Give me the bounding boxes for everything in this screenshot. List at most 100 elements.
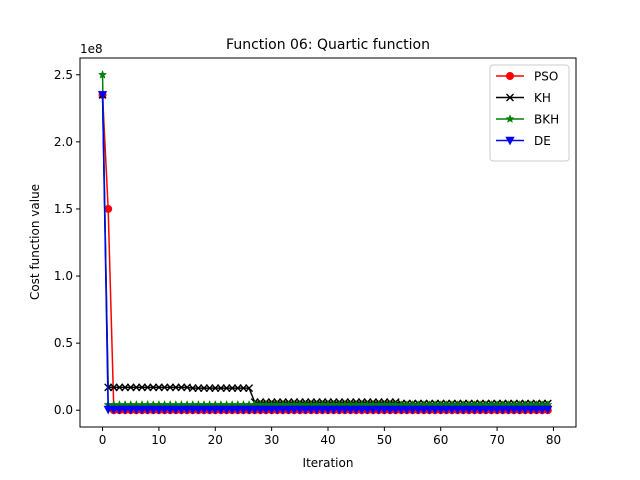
- data-point-de: [492, 405, 502, 415]
- data-point-de: [300, 405, 311, 415]
- data-point-de: [334, 405, 344, 415]
- series-de: [97, 91, 553, 415]
- x-tick-label: 0: [99, 433, 107, 447]
- data-point-de: [306, 405, 316, 415]
- data-point-de: [436, 405, 446, 415]
- data-point-de: [385, 405, 395, 415]
- data-point-de: [323, 405, 333, 415]
- legend-item-pso: PSO: [496, 70, 558, 84]
- y-axis: 0.0 0.5 1.0 1.5 2.0 2.5: [54, 68, 80, 417]
- data-point-de: [317, 405, 327, 415]
- data-point-de: [379, 405, 389, 415]
- x-tick-label: 70: [489, 433, 504, 447]
- data-point-de: [255, 405, 265, 415]
- data-point-de: [475, 405, 485, 415]
- y-axis-label: Cost function value: [28, 184, 42, 300]
- legend-label: BKH: [534, 113, 559, 127]
- x-tick-label: 10: [151, 433, 166, 447]
- data-point-de: [362, 405, 373, 415]
- data-point-de: [109, 405, 119, 415]
- legend-label: DE: [534, 134, 551, 148]
- data-point-de: [430, 405, 440, 415]
- data-point-de: [272, 405, 282, 415]
- x-tick-label: 40: [320, 433, 335, 447]
- data-point-de: [368, 405, 378, 415]
- x-axis: 0 10 20 30 40 50 60 70 80: [99, 427, 561, 447]
- data-point-de: [515, 405, 525, 415]
- legend-label: KH: [534, 91, 551, 105]
- legend-marker-kh: [506, 93, 514, 102]
- data-point-kh: [245, 384, 254, 393]
- data-point-de: [441, 405, 451, 415]
- data-point-de: [233, 405, 243, 415]
- data-point-de: [193, 405, 203, 415]
- data-point-de: [464, 405, 474, 415]
- y-tick-label: 2.0: [54, 135, 73, 149]
- data-point-de: [114, 405, 125, 415]
- data-point-de: [103, 405, 113, 415]
- data-point-de: [278, 405, 288, 415]
- data-point-de: [537, 405, 547, 415]
- data-point-de: [531, 405, 542, 415]
- data-point-pso: [104, 204, 113, 213]
- data-point-de: [221, 405, 232, 415]
- data-point-de: [250, 405, 260, 415]
- data-point-de: [165, 405, 175, 415]
- data-point-de: [137, 405, 147, 415]
- y-offset-text: 1e8: [80, 42, 103, 56]
- legend-label: PSO: [534, 70, 558, 84]
- data-point-de: [176, 405, 187, 415]
- data-point-de: [503, 405, 513, 415]
- data-point-de: [402, 405, 412, 415]
- x-tick-label: 80: [546, 433, 561, 447]
- data-point-de: [419, 405, 429, 415]
- data-point-de: [126, 405, 136, 415]
- data-point-de: [261, 405, 271, 415]
- data-point-de: [295, 405, 305, 415]
- data-point-de: [210, 405, 220, 415]
- data-point-de: [227, 405, 237, 415]
- data-point-de: [131, 405, 141, 415]
- x-axis-label: Iteration: [303, 456, 354, 470]
- data-point-de: [458, 405, 468, 415]
- legend: PSO KH BKH DE: [489, 64, 570, 162]
- data-point-de: [469, 405, 480, 415]
- data-point-de: [182, 405, 192, 415]
- data-point-de: [199, 405, 209, 415]
- data-point-de: [509, 405, 519, 415]
- data-point-de: [345, 405, 356, 415]
- data-point-de: [481, 405, 491, 415]
- data-point-de: [267, 405, 277, 415]
- data-point-de: [171, 405, 181, 415]
- legend-marker-bkh: [505, 114, 515, 123]
- data-point-de: [283, 405, 294, 415]
- data-point-de: [205, 405, 215, 415]
- data-point-de: [97, 91, 108, 100]
- data-point-de: [188, 405, 198, 415]
- y-tick-label: 0.0: [54, 403, 73, 417]
- data-point-de: [154, 405, 164, 415]
- x-tick-label: 50: [377, 433, 392, 447]
- data-point-de: [543, 405, 553, 415]
- x-tick-label: 60: [433, 433, 448, 447]
- data-point-de: [238, 405, 249, 415]
- data-point-de: [374, 405, 384, 415]
- data-point-de: [396, 405, 406, 415]
- data-point-bkh: [97, 69, 108, 79]
- legend-marker-de: [505, 136, 515, 146]
- data-point-de: [148, 405, 158, 415]
- chart-title: Function 06: Quartic function: [226, 37, 430, 53]
- y-tick-label: 1.5: [54, 202, 73, 216]
- data-point-de: [447, 405, 457, 415]
- legend-item-bkh: BKH: [496, 113, 559, 127]
- x-tick-label: 30: [264, 433, 279, 447]
- data-point-de: [520, 405, 530, 415]
- data-point-de: [216, 405, 226, 415]
- data-point-de: [351, 405, 361, 415]
- data-point-de: [526, 405, 536, 415]
- y-tick-label: 0.5: [54, 336, 73, 350]
- x-tick-label: 20: [208, 433, 223, 447]
- data-point-de: [413, 405, 423, 415]
- data-point-de: [289, 405, 299, 415]
